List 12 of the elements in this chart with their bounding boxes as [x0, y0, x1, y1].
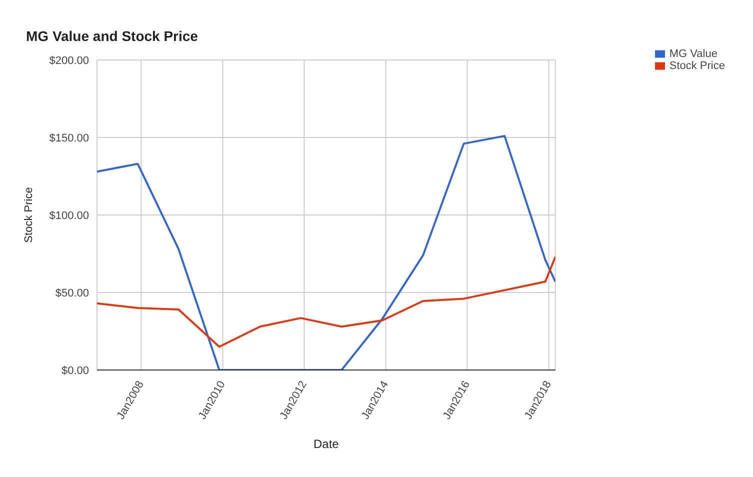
x-axis-title: Date	[314, 437, 340, 451]
y-tick-label: $100.00	[49, 210, 89, 222]
y-tick-label: $150.00	[49, 132, 89, 144]
y-axis-title: Stock Price	[22, 187, 35, 243]
y-tick-label: $0.00	[61, 364, 89, 377]
y-tick-label: $200.00	[49, 54, 89, 67]
y-tick-label: $50.00	[55, 287, 89, 300]
legend-label: Stock Price	[669, 60, 725, 72]
line-series	[97, 256, 556, 348]
chart-title: MG Value and Stock Price	[26, 28, 198, 44]
line-series	[97, 134, 556, 370]
legend-label: MG Value	[669, 48, 718, 60]
